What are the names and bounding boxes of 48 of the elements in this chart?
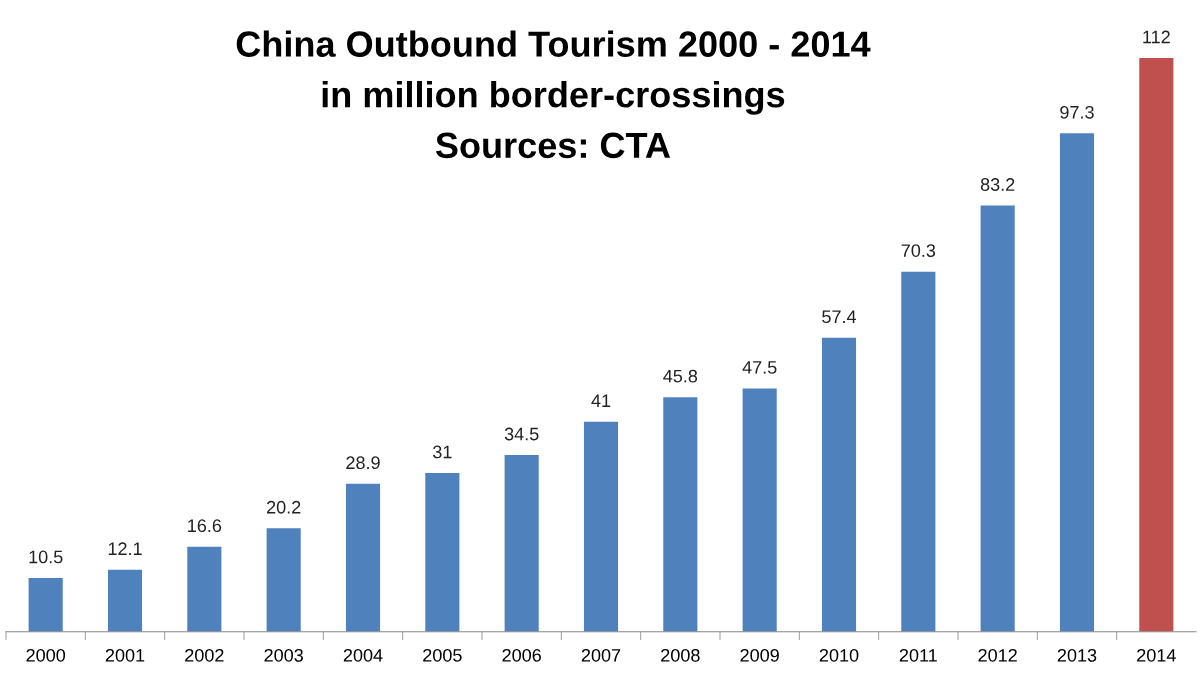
bar	[266, 528, 301, 632]
bar	[1059, 133, 1095, 632]
x-tick-label: 2004	[343, 648, 383, 662]
x-tick-label: 2010	[819, 648, 859, 662]
bar	[583, 421, 619, 632]
text: in million border-crossings	[322, 80, 785, 115]
x-tick-label: 2011	[899, 648, 937, 662]
data-label: 70.3	[901, 244, 936, 257]
x-tick-label: 2006	[502, 648, 541, 662]
bar	[107, 569, 143, 632]
x-tick-label: 2005	[423, 648, 462, 662]
x-tick-label: 2013	[1057, 648, 1097, 662]
data-label: 20.2	[267, 500, 301, 514]
bar	[345, 483, 381, 632]
bar	[187, 546, 222, 632]
data-label: 97.3	[1060, 105, 1094, 119]
data-label: 83.2	[980, 178, 1015, 191]
bar	[742, 388, 777, 632]
x-tick-label: 2012	[978, 648, 1017, 662]
bar	[504, 455, 539, 632]
bar	[980, 205, 1015, 632]
data-label: 31	[432, 445, 452, 459]
data-label: 112	[1143, 30, 1170, 44]
data-label: 12.1	[108, 542, 142, 555]
x-tick-label: 2007	[581, 648, 621, 662]
data-label: 10.5	[29, 550, 63, 564]
data-label: 41	[591, 394, 611, 407]
data-label: 28.9	[346, 456, 380, 470]
data-label: 45.8	[663, 369, 698, 383]
bar	[901, 271, 936, 632]
chart-title: China Outbound Tourism 2000 - 2014	[236, 30, 871, 57]
bar	[1139, 58, 1174, 632]
bar	[663, 397, 698, 632]
data-label: 34.5	[504, 427, 539, 441]
annotation: Sources: CTA	[435, 132, 671, 159]
x-tick-label: 2000	[26, 648, 66, 662]
x-tick-label: 2003	[264, 648, 303, 662]
x-tick-label: 2009	[740, 648, 779, 662]
data-label: 16.6	[188, 519, 222, 533]
bar	[821, 337, 857, 632]
bar	[28, 578, 63, 632]
x-tick-label: 2002	[185, 648, 224, 662]
bar	[425, 472, 460, 632]
data-label: 57.4	[822, 310, 857, 324]
data-label: 47.5	[742, 361, 777, 374]
x-tick-label: 2001	[105, 648, 145, 662]
x-tick-label: 2014	[1137, 648, 1176, 662]
x-tick-label: 2008	[661, 648, 700, 662]
